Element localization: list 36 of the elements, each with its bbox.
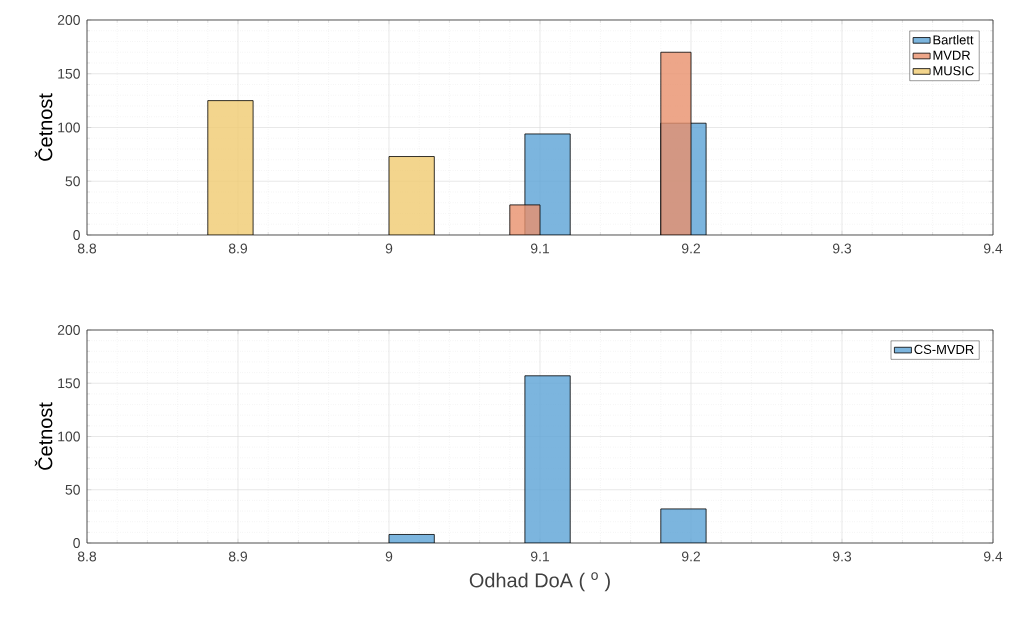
x-tick-label: 9.3 — [832, 551, 852, 562]
legend-label: MUSIC — [933, 66, 974, 76]
x-axis-title: Odhad DoA ( $^{o}$ ) — [469, 572, 610, 592]
legend-label: Bartlett — [933, 34, 974, 45]
y-tick-label: 100 — [58, 122, 80, 133]
y-axis-title: Četnost — [34, 402, 53, 470]
bar — [388, 156, 435, 235]
bar — [660, 508, 707, 543]
x-tick-label: 8.9 — [228, 551, 248, 562]
x-tick-label: 9 — [385, 243, 393, 254]
y-tick-label: 100 — [58, 431, 80, 442]
x-tick-label: 9 — [385, 551, 393, 562]
y-tick-label: 150 — [58, 378, 80, 389]
x-tick-label: 9.4 — [983, 243, 1003, 254]
legend-label: CS-MVDR — [914, 344, 974, 354]
x-tick-label: 8.8 — [77, 551, 97, 562]
y-tick-label: 50 — [65, 176, 80, 187]
y-tick-label: 0 — [73, 230, 80, 240]
y-axis-title: Četnost — [34, 93, 53, 161]
bar — [524, 375, 571, 543]
y-tick-label: 200 — [57, 325, 80, 335]
y-tick-label: 150 — [58, 68, 80, 79]
legend-label: MVDR — [933, 50, 971, 60]
x-tick-label: 8.9 — [228, 243, 248, 254]
x-tick-label: 8.8 — [77, 243, 97, 254]
x-tick-label: 9.1 — [530, 551, 550, 562]
y-tick-label: 50 — [65, 484, 80, 495]
x-tick-label: 9.3 — [832, 243, 852, 254]
x-tick-label: 9.2 — [681, 243, 700, 254]
y-tick-label: 0 — [73, 538, 80, 548]
x-tick-label: 9.4 — [983, 551, 1003, 562]
bar — [660, 51, 692, 235]
x-tick-label: 9.2 — [681, 551, 700, 562]
y-tick-label: 200 — [57, 15, 80, 25]
x-tick-label: 9.1 — [530, 243, 550, 254]
bar — [207, 100, 254, 235]
